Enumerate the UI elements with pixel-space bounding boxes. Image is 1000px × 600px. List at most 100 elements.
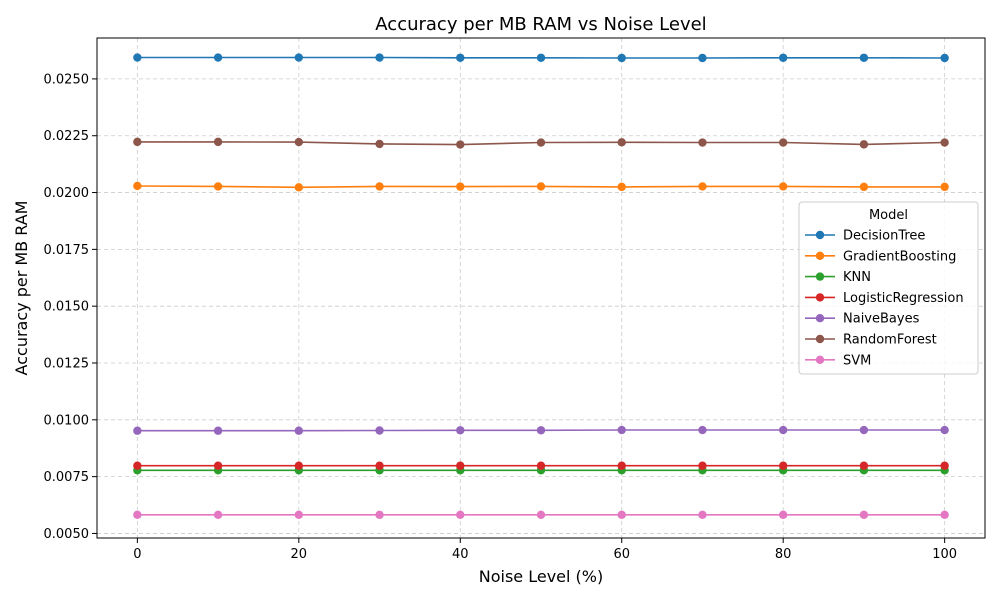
legend-swatch-marker — [815, 293, 825, 302]
legend-swatch-marker — [815, 230, 825, 240]
data-point — [133, 426, 142, 435]
grid-lines — [97, 38, 985, 538]
x-tick-label: 0 — [133, 547, 141, 562]
data-point — [456, 510, 465, 520]
legend-label: NaiveBayes — [843, 312, 920, 327]
data-point — [778, 425, 788, 435]
data-point — [213, 461, 223, 470]
data-point — [536, 182, 546, 191]
legend-swatch-marker — [815, 314, 825, 323]
legend-swatch-marker — [815, 334, 825, 344]
data-point — [294, 53, 304, 62]
data-point — [778, 510, 788, 520]
data-point — [375, 182, 384, 191]
data-point — [294, 461, 304, 470]
data-point — [294, 510, 304, 520]
data-point — [456, 53, 465, 62]
y-tick-label: 0.0050 — [44, 527, 90, 542]
x-axis-title: Noise Level (%) — [479, 567, 603, 586]
data-point — [859, 461, 869, 470]
legend-swatch-marker — [815, 251, 825, 260]
data-point — [617, 510, 626, 520]
legend-label: GradientBoosting — [843, 249, 956, 264]
data-point — [294, 137, 304, 147]
data-point — [456, 182, 465, 191]
y-tick-label: 0.0075 — [44, 470, 90, 485]
data-point — [940, 461, 949, 470]
y-tick-label: 0.0200 — [44, 186, 90, 201]
data-point — [456, 461, 465, 470]
data-point — [375, 510, 384, 520]
data-point — [536, 426, 546, 435]
legend-swatch-marker — [815, 272, 825, 281]
legend-title: Model — [869, 208, 908, 223]
data-point — [133, 510, 142, 520]
data-point — [133, 137, 142, 147]
data-point — [778, 138, 788, 147]
data-point — [940, 510, 949, 520]
y-axis-title: Accuracy per MB RAM — [12, 201, 31, 376]
data-point — [778, 53, 788, 62]
data-point — [617, 461, 626, 470]
data-point — [778, 461, 788, 470]
x-tick-label: 100 — [932, 547, 957, 562]
x-tick-label: 40 — [452, 547, 469, 562]
y-tick-label: 0.0225 — [44, 129, 90, 144]
data-point — [456, 426, 465, 435]
legend-box — [798, 201, 979, 375]
data-point — [133, 53, 142, 62]
x-tick-label: 20 — [291, 547, 308, 562]
data-point — [213, 137, 223, 147]
series-lines — [133, 53, 949, 520]
data-point — [456, 140, 465, 149]
data-point — [536, 138, 546, 147]
data-point — [859, 140, 869, 149]
data-point — [859, 510, 869, 520]
data-point — [940, 138, 949, 147]
data-point — [698, 182, 707, 191]
data-point — [940, 182, 949, 192]
data-point — [778, 182, 788, 191]
data-point — [133, 181, 142, 191]
data-point — [940, 53, 949, 63]
data-point — [213, 53, 223, 62]
legend: Model DecisionTree GradientBoosting KNN Log… — [798, 201, 979, 375]
legend-label: DecisionTree — [843, 229, 925, 244]
y-tick-label: 0.0125 — [44, 357, 90, 372]
data-point — [698, 510, 707, 520]
axis-ticks: 0 20 40 60 80 100 0.0050 0.0075 0.0100 0.0125 0.01… — [44, 72, 958, 562]
data-point — [536, 461, 546, 470]
data-point — [536, 510, 546, 520]
data-point — [213, 510, 223, 520]
data-point — [617, 425, 626, 435]
x-tick-label: 80 — [775, 547, 792, 562]
y-tick-label: 0.0250 — [44, 72, 90, 87]
data-point — [294, 426, 304, 435]
data-point — [375, 139, 384, 149]
x-tick-label: 60 — [613, 547, 630, 562]
data-point — [133, 461, 142, 470]
data-point — [859, 53, 869, 62]
y-tick-label: 0.0150 — [44, 300, 90, 315]
data-point — [940, 425, 949, 435]
legend-label: RandomForest — [843, 333, 937, 348]
data-point — [698, 461, 707, 470]
data-point — [536, 53, 546, 62]
data-point — [375, 426, 384, 435]
legend-label: KNN — [843, 270, 871, 285]
data-point — [375, 53, 384, 62]
chart-title: Accuracy per MB RAM vs Noise Level — [375, 14, 706, 35]
y-tick-label: 0.0100 — [44, 413, 90, 428]
data-point — [698, 53, 707, 63]
data-point — [213, 182, 223, 191]
y-tick-label: 0.0175 — [44, 243, 90, 258]
data-point — [617, 182, 626, 192]
legend-label: LogisticRegression — [843, 291, 964, 306]
data-point — [213, 426, 223, 435]
data-point — [859, 425, 869, 435]
data-point — [617, 53, 626, 63]
legend-swatch-marker — [815, 355, 825, 364]
data-point — [698, 138, 707, 147]
data-point — [375, 461, 384, 470]
